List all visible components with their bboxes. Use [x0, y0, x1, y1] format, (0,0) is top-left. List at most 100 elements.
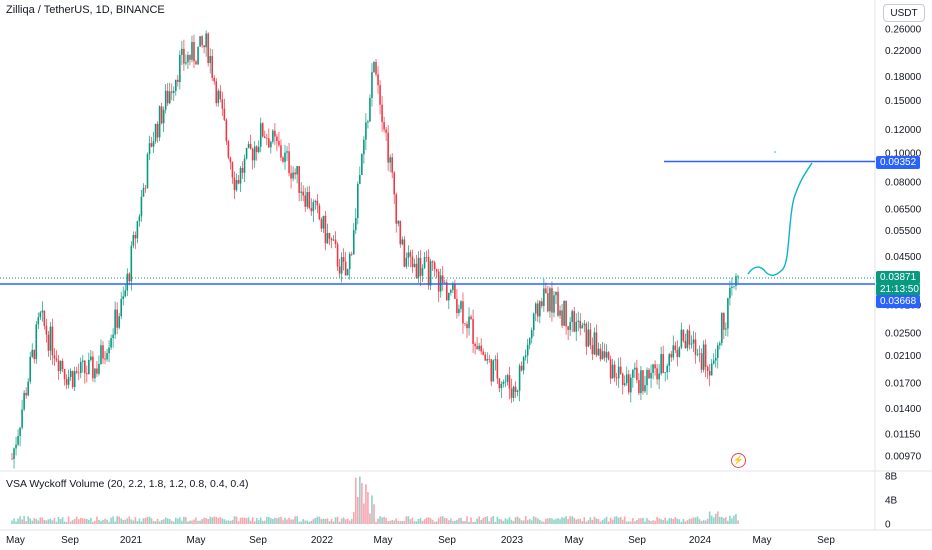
candle-body	[142, 187, 145, 197]
candle-body	[344, 261, 347, 276]
volume-bar	[530, 520, 533, 524]
volume-bar	[336, 516, 339, 524]
candle-body	[280, 145, 282, 158]
candle-body	[290, 173, 292, 179]
candle-body	[630, 377, 632, 393]
candle-body	[92, 356, 94, 379]
volume-bar	[678, 519, 681, 524]
volume-bar	[733, 515, 735, 524]
candle-body	[559, 310, 561, 316]
candle-body	[385, 129, 387, 133]
candle-body	[526, 344, 529, 356]
volume-bar	[367, 492, 369, 524]
lightning-icon[interactable]: ⚡	[731, 453, 746, 468]
volume-bar	[721, 516, 723, 524]
volume-bar	[490, 517, 493, 524]
volume-bar	[247, 517, 250, 524]
volume-bar	[284, 517, 286, 524]
candle-body	[63, 369, 66, 379]
volume-bar	[735, 514, 737, 524]
last-price-label: 0.03871	[876, 271, 920, 284]
volume-bar	[140, 521, 143, 524]
candle-body	[557, 291, 559, 316]
volume-bar	[205, 518, 207, 524]
volume-bar	[502, 520, 505, 524]
volume-bar	[729, 515, 731, 524]
candles-layer	[11, 30, 739, 469]
candle-body	[431, 261, 434, 263]
time-tick-label: May	[374, 535, 393, 546]
candle-body	[737, 276, 739, 277]
volume-bar	[92, 521, 94, 524]
candle-body	[276, 136, 278, 142]
volume-bar	[448, 520, 450, 524]
price-axis[interactable]: 0.26000 0.22000 0.18000 0.15000 0.12000 0.100…	[885, 25, 922, 463]
price-tick-label: 0.15000	[885, 96, 922, 107]
candle-body	[423, 256, 426, 269]
time-tick-label: Sep	[61, 535, 79, 546]
candle-body	[13, 448, 15, 459]
candle-body	[122, 296, 125, 300]
volume-bar	[526, 520, 529, 524]
candle-body	[272, 130, 274, 142]
candle-body	[181, 48, 183, 55]
candle-body	[191, 41, 193, 60]
volume-bar	[308, 521, 311, 524]
candle-body	[282, 157, 284, 162]
candle-body	[235, 179, 238, 191]
volume-bar	[302, 519, 305, 524]
candle-body	[75, 371, 78, 373]
candle-body	[379, 85, 381, 105]
volume-bar	[456, 519, 458, 524]
volume-bar	[231, 520, 234, 524]
volume-bar	[235, 516, 238, 524]
candle-body	[15, 444, 17, 449]
candle-body	[599, 348, 602, 360]
volume-bar	[207, 518, 209, 524]
volume-bar	[727, 520, 729, 524]
candle-body	[221, 99, 224, 109]
volume-bar	[712, 517, 715, 524]
volume-bar	[209, 516, 211, 524]
candle-body	[215, 81, 218, 104]
candle-body	[725, 328, 727, 330]
indicator-title[interactable]: VSA Wyckoff Volume (20, 2.2, 1.8, 1.2, 0…	[6, 478, 249, 490]
candle-body	[569, 322, 571, 330]
volume-bar	[702, 520, 705, 524]
candle-body	[160, 106, 163, 124]
price-tick-label: 0.22000	[885, 46, 922, 57]
candle-body	[399, 220, 402, 245]
volume-bar	[539, 519, 541, 524]
volume-bar	[27, 516, 29, 524]
candle-body	[183, 48, 185, 64]
time-tick-label: May	[753, 535, 772, 546]
candle-body	[144, 187, 147, 189]
candle-body	[47, 334, 50, 351]
projection-curve[interactable]	[747, 162, 813, 276]
volume-bar	[393, 520, 396, 524]
volume-bar	[462, 521, 464, 524]
candle-body	[492, 360, 495, 382]
candle-body	[371, 72, 373, 98]
volume-bar	[411, 517, 414, 524]
volume-bar	[644, 521, 646, 524]
candle-body	[573, 311, 575, 332]
volume-bar	[632, 518, 634, 524]
volume-bar	[352, 512, 355, 524]
volume-bar	[587, 520, 590, 524]
volume-bar	[51, 520, 54, 524]
currency-button[interactable]: USDT	[883, 4, 925, 22]
volume-bar	[680, 521, 683, 524]
volume-bar	[496, 516, 499, 524]
volume-bar	[650, 521, 652, 524]
time-axis[interactable]: May Sep 2021 May Sep 2022 May Sep 2023 May Sep 2024…	[6, 535, 835, 546]
price-tick-label: 0.01150	[885, 429, 921, 440]
candle-body	[528, 338, 531, 345]
volume-bar	[470, 517, 472, 524]
volume-bar	[431, 519, 434, 524]
volume-bar	[666, 520, 669, 524]
volume-bar	[215, 517, 218, 524]
candle-body	[233, 177, 236, 191]
